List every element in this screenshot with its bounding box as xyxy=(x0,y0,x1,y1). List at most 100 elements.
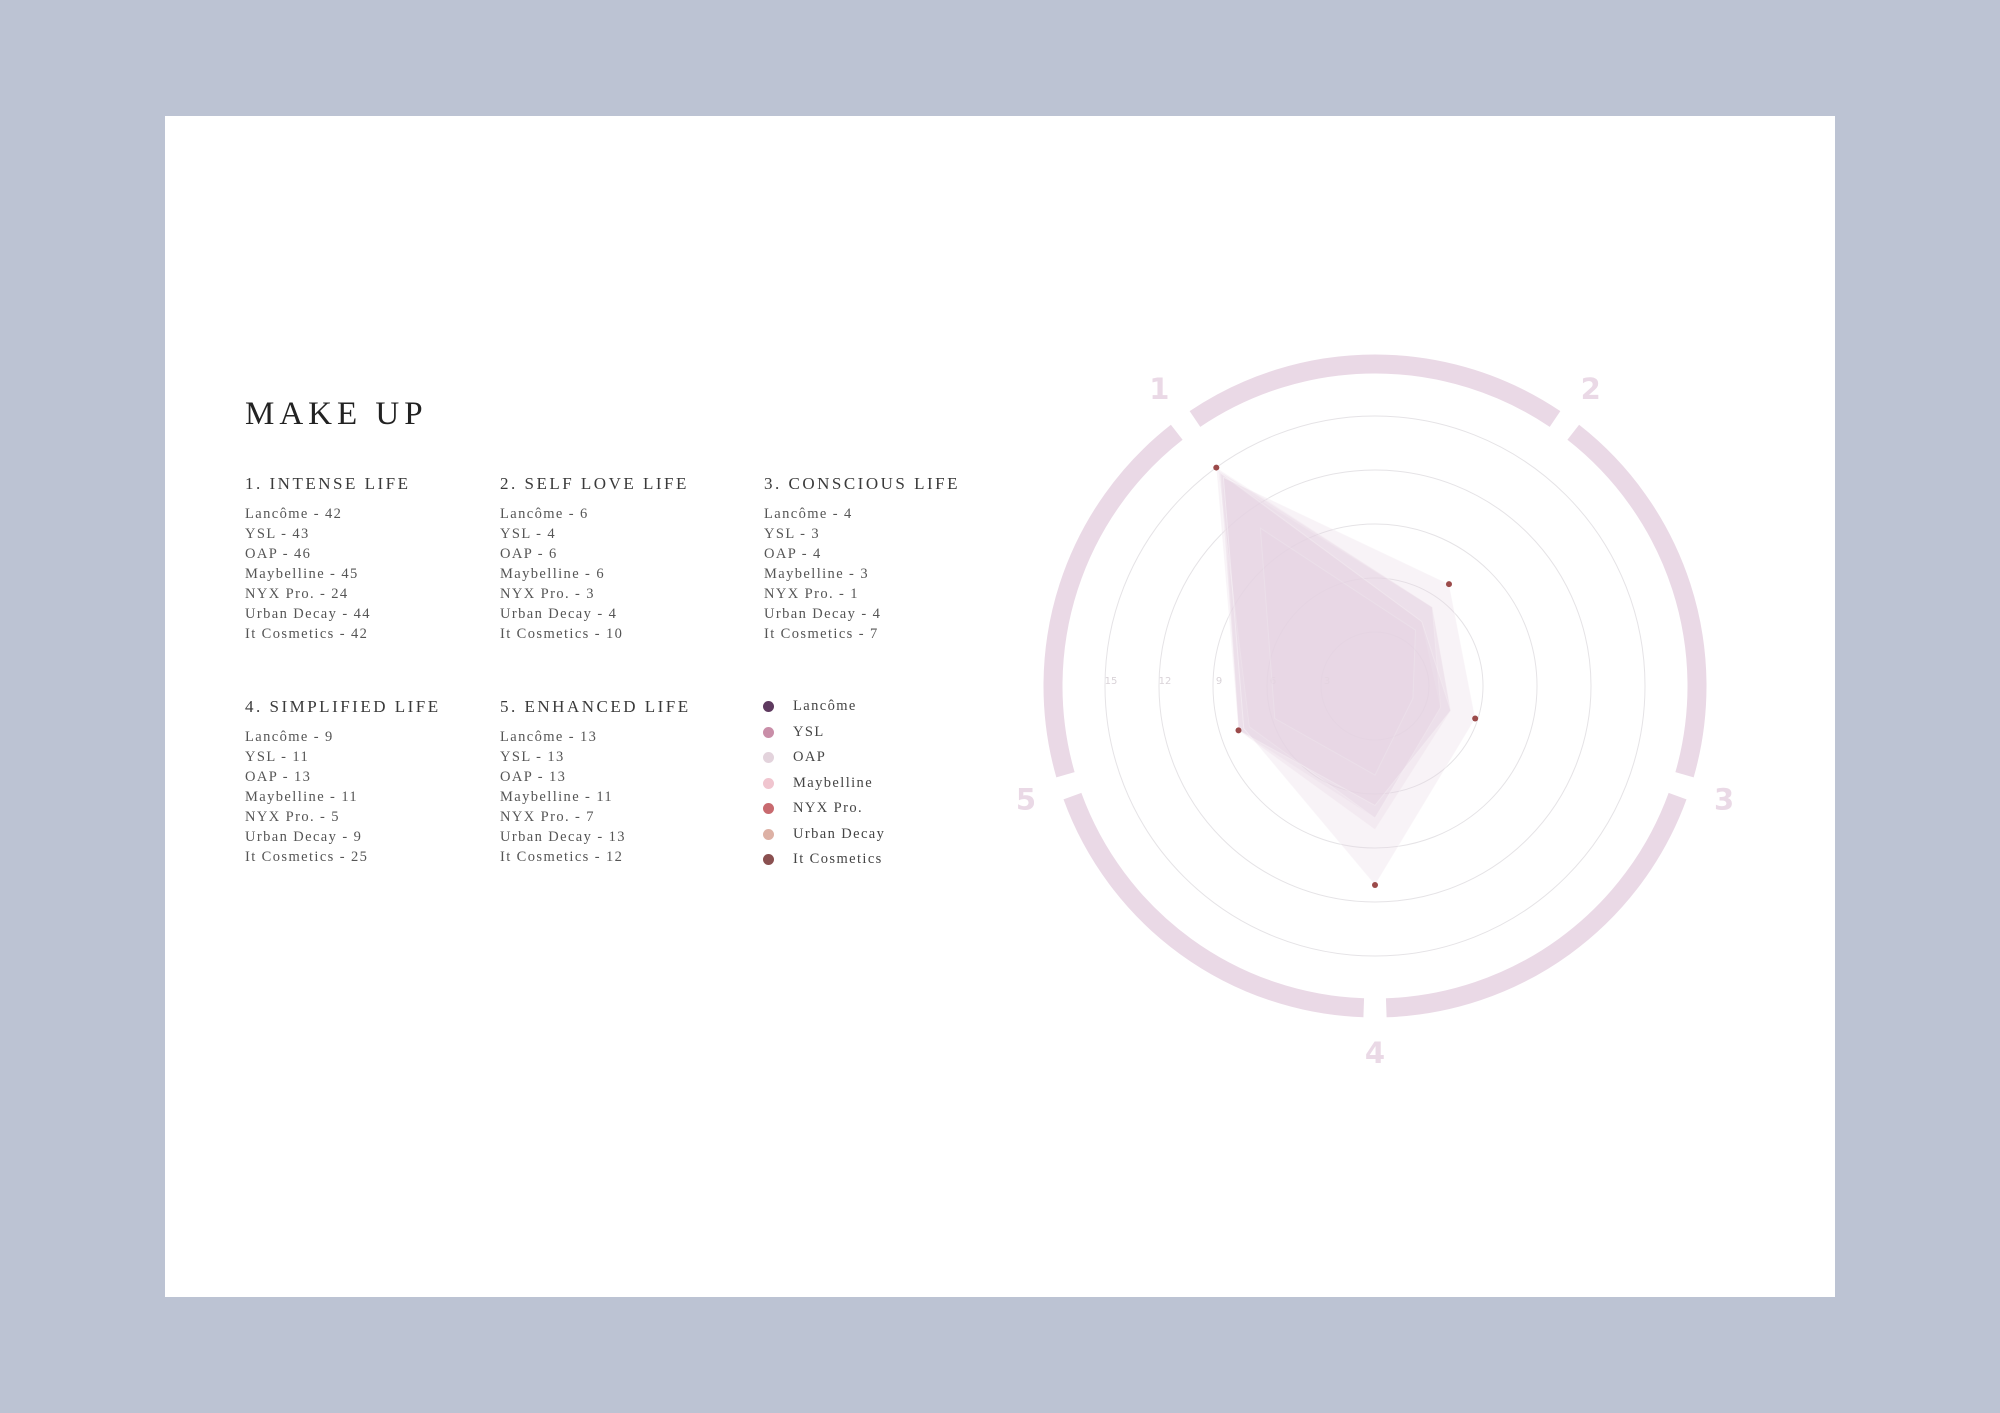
legend-label: YSL xyxy=(793,723,825,740)
scale-label: 9 xyxy=(1216,676,1222,687)
axis-max-point xyxy=(1235,727,1242,734)
page-title: MAKE UP xyxy=(245,396,428,432)
list-item: YSL - 43 xyxy=(245,526,310,542)
legend-swatch xyxy=(763,726,774,738)
list-item: OAP - 4 xyxy=(764,546,822,562)
category-title: 5. ENHANCED LIFE xyxy=(500,697,691,716)
category-self-love-life: 2. SELF LOVE LIFE Lancôme - 6 YSL - 4 OA… xyxy=(500,474,750,644)
legend-label: It Cosmetics xyxy=(793,851,883,868)
series-polygon xyxy=(1259,527,1417,776)
list-item: Lancôme - 42 xyxy=(245,506,343,522)
series-polygon xyxy=(1215,466,1452,831)
list-item: Urban Decay - 4 xyxy=(764,606,882,622)
series-polygon xyxy=(1222,476,1476,886)
segment-label: 3 xyxy=(1714,782,1734,816)
list-item: It Cosmetics - 12 xyxy=(500,849,624,865)
axis-max-point xyxy=(1472,715,1479,722)
list-item: OAP - 46 xyxy=(245,546,312,562)
list-item: Maybelline - 11 xyxy=(500,789,614,805)
list-item: Maybelline - 6 xyxy=(500,566,605,582)
ring-segment xyxy=(1063,792,1365,1018)
list-item: OAP - 6 xyxy=(500,546,558,562)
legend-label: Maybelline xyxy=(793,774,874,791)
list-item: OAP - 13 xyxy=(245,769,312,785)
legend-swatch xyxy=(763,701,774,713)
list-item: OAP - 13 xyxy=(500,769,567,785)
list-item: YSL - 3 xyxy=(764,526,820,542)
grid-circle xyxy=(1158,469,1592,903)
series-polygon xyxy=(1217,469,1442,819)
segment-label: 2 xyxy=(1581,372,1601,406)
list-item: It Cosmetics - 42 xyxy=(245,626,369,642)
chart-legend: Lancôme YSL OAP Maybelline NYX Pro. Urba… xyxy=(763,694,885,873)
segment-label: 5 xyxy=(1016,782,1036,816)
legend-swatch xyxy=(763,854,774,866)
category-enhanced-life: 5. ENHANCED LIFE Lancôme - 13 YSL - 13 O… xyxy=(500,697,750,867)
list-item: NYX Pro. - 7 xyxy=(500,809,595,825)
list-item: It Cosmetics - 10 xyxy=(500,626,624,642)
series-polygon xyxy=(1219,471,1452,807)
category-intense-life: 1. INTENSE LIFE Lancôme - 42 YSL - 43 OA… xyxy=(245,474,495,644)
series-polygon xyxy=(1221,473,1442,819)
grid-circle xyxy=(1320,631,1430,741)
grid-circle xyxy=(1104,415,1646,957)
segment-label: 4 xyxy=(1365,1036,1385,1070)
list-item: Lancôme - 4 xyxy=(764,506,853,522)
legend-swatch xyxy=(763,828,774,840)
ring-segment xyxy=(1043,424,1183,778)
list-item: NYX Pro. - 5 xyxy=(245,809,340,825)
category-list: Lancôme - 9 YSL - 11 OAP - 13 Maybelline… xyxy=(245,727,495,867)
list-item: Urban Decay - 4 xyxy=(500,606,618,622)
list-item: Lancôme - 9 xyxy=(245,729,334,745)
scale-label: 15 xyxy=(1105,676,1118,687)
category-title: 3. CONSCIOUS LIFE xyxy=(764,474,960,493)
list-item: Lancôme - 6 xyxy=(500,506,589,522)
list-item: Urban Decay - 13 xyxy=(500,829,626,845)
axis-max-point xyxy=(1213,464,1220,471)
list-item: YSL - 13 xyxy=(500,749,565,765)
scale-label: 3 xyxy=(1324,676,1330,687)
ring-segment xyxy=(1189,354,1561,427)
category-title: 1. INTENSE LIFE xyxy=(245,474,411,493)
category-list: Lancôme - 6 YSL - 4 OAP - 6 Maybelline -… xyxy=(500,504,750,644)
list-item: It Cosmetics - 25 xyxy=(245,849,369,865)
ring-segment xyxy=(1385,792,1687,1018)
legend-item: It Cosmetics xyxy=(763,847,885,873)
legend-swatch xyxy=(763,803,774,815)
legend-swatch xyxy=(763,777,774,789)
list-item: It Cosmetics - 7 xyxy=(764,626,879,642)
scale-label: 6 xyxy=(1270,676,1276,687)
legend-item: YSL xyxy=(763,720,885,746)
list-item: Lancôme - 13 xyxy=(500,729,598,745)
series-polygon xyxy=(1222,476,1452,807)
legend-label: NYX Pro. xyxy=(793,800,864,817)
list-item: YSL - 11 xyxy=(245,749,310,765)
legend-item: OAP xyxy=(763,745,885,771)
list-item: Maybelline - 45 xyxy=(245,566,359,582)
page-sheet: MAKE UP 1. INTENSE LIFE Lancôme - 42 YSL… xyxy=(165,116,1835,1297)
category-simplified-life: 4. SIMPLIFIED LIFE Lancôme - 9 YSL - 11 … xyxy=(245,697,495,867)
legend-label: OAP xyxy=(793,749,827,766)
list-item: NYX Pro. - 1 xyxy=(764,586,859,602)
list-item: NYX Pro. - 3 xyxy=(500,586,595,602)
category-title: 4. SIMPLIFIED LIFE xyxy=(245,697,441,716)
axis-max-point xyxy=(1372,882,1378,889)
legend-label: Urban Decay xyxy=(793,825,886,842)
list-item: Maybelline - 3 xyxy=(764,566,869,582)
legend-swatch xyxy=(763,752,774,764)
grid-circle xyxy=(1266,577,1484,795)
legend-item: Urban Decay xyxy=(763,822,885,848)
list-item: Urban Decay - 44 xyxy=(245,606,371,622)
axis-max-point xyxy=(1445,581,1452,588)
segment-label: 1 xyxy=(1149,372,1169,406)
category-list: Lancôme - 4 YSL - 3 OAP - 4 Maybelline -… xyxy=(764,504,1014,644)
legend-item: NYX Pro. xyxy=(763,796,885,822)
legend-item: Lancôme xyxy=(763,694,885,720)
grid-circle xyxy=(1212,523,1538,849)
category-list: Lancôme - 42 YSL - 43 OAP - 46 Maybellin… xyxy=(245,504,495,644)
list-item: Maybelline - 11 xyxy=(245,789,359,805)
scale-label: 12 xyxy=(1159,676,1172,687)
list-item: NYX Pro. - 24 xyxy=(245,586,349,602)
category-list: Lancôme - 13 YSL - 13 OAP - 13 Maybellin… xyxy=(500,727,750,867)
